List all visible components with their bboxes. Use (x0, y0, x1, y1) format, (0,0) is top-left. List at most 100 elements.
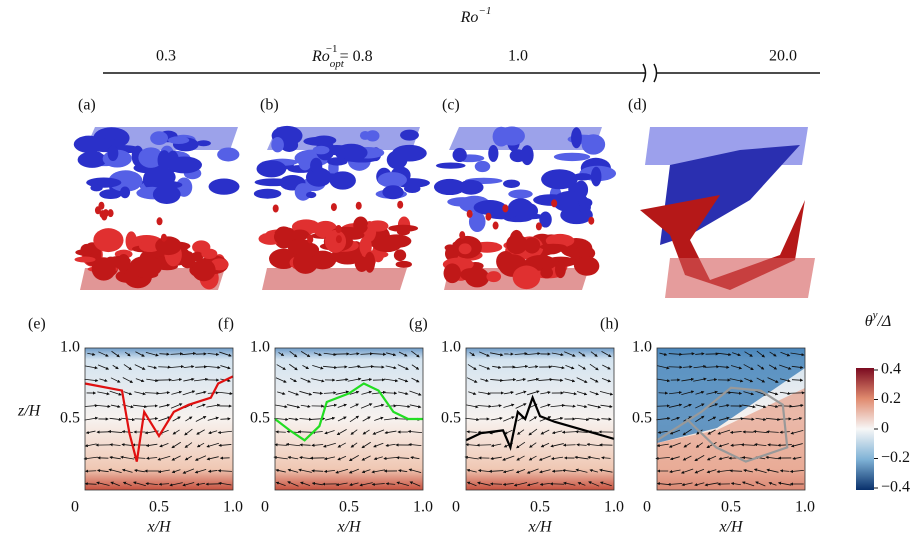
velocity-arrow (145, 391, 160, 395)
velocity-arrow (791, 365, 804, 369)
velocity-arrow (695, 403, 705, 409)
velocity-arrow (502, 482, 514, 486)
velocity-arrow (371, 482, 385, 486)
velocity-arrow (287, 481, 299, 487)
blue-blob (217, 147, 240, 162)
velocity-arrow (589, 469, 598, 473)
velocity-arrow (730, 443, 742, 447)
panels: 0.4 0.2 0 −0.2 −0.4 (a) (b) (c) (d) (e) 1.0 0.5 0 0.5… (28, 97, 910, 536)
velocity-arrow (659, 352, 668, 356)
blue-blob (520, 145, 534, 166)
velocity-arrow (350, 442, 358, 448)
panel-label: (e) (28, 316, 46, 333)
velocity-arrow (707, 378, 718, 382)
red-blob (395, 260, 412, 268)
colorbar-tick-label: 0 (881, 420, 889, 437)
velocity-arrow (564, 351, 576, 357)
velocity-arrow (551, 352, 564, 357)
velocity-arrow (134, 364, 146, 370)
velocity-arrow (275, 481, 286, 487)
x-tick-label: 1.0 (223, 499, 243, 516)
velocity-arrow (409, 390, 422, 396)
velocity-arrow (656, 416, 671, 421)
tick-label: 0.3 (156, 48, 176, 65)
velocity-arrow (756, 377, 766, 383)
velocity-arrow (322, 442, 336, 448)
velocity-arrow (385, 365, 397, 370)
velocity-arrow (337, 416, 347, 422)
velocity-arrow (694, 468, 705, 474)
velocity-arrow (655, 456, 670, 460)
velocity-arrow (299, 456, 311, 460)
velocity-arrow (348, 468, 359, 474)
blue-blob (303, 136, 333, 146)
velocity-arrow (278, 352, 285, 357)
velocity-arrow (297, 430, 313, 434)
velocity-arrow (668, 403, 683, 408)
x-tick-label: 0 (643, 499, 651, 516)
velocity-arrow (383, 416, 399, 421)
velocity-arrow (575, 468, 588, 473)
velocity-arrow (371, 390, 387, 395)
velocity-arrow (410, 456, 420, 460)
velocity-arrow (477, 404, 492, 408)
velocity-arrow (766, 468, 779, 473)
velocity-arrow (706, 469, 717, 474)
blue-blob (468, 211, 486, 232)
blue-blob (433, 178, 466, 196)
velocity-arrow (385, 482, 396, 486)
x-tick-label: 1.0 (795, 499, 815, 516)
velocity-arrow (299, 417, 313, 421)
y-tick-label: 1.0 (441, 339, 461, 356)
velocity-arrow (669, 469, 681, 474)
velocity-arrow (502, 455, 515, 461)
velocity-arrow (790, 429, 804, 435)
velocity-arrow (561, 430, 577, 434)
velocity-arrow (540, 403, 551, 408)
velocity-arrow (681, 377, 695, 382)
velocity-arrow (695, 442, 704, 448)
velocity-arrow (564, 378, 576, 383)
velocity-arrow (274, 443, 287, 447)
velocity-arrow (217, 469, 232, 473)
velocity-arrow (601, 417, 612, 421)
blue-blob (143, 166, 176, 188)
velocity-arrow (528, 455, 537, 461)
blue-blob (465, 185, 479, 193)
velocity-arrow (469, 352, 475, 357)
blue-blob (310, 157, 323, 174)
velocity-arrow (396, 404, 411, 409)
velocity-arrow (324, 430, 335, 435)
velocity-arrow (490, 416, 503, 421)
velocity-arrow (172, 416, 181, 422)
velocity-arrow (682, 455, 692, 461)
x-tick-label: 1.0 (604, 499, 624, 516)
velocity-arrow (373, 456, 383, 461)
red-blob (540, 266, 554, 279)
velocity-arrow (790, 443, 803, 448)
y-tick-label: 1.0 (250, 339, 270, 356)
velocity-arrow (274, 417, 289, 422)
heatmap-patch (657, 348, 805, 443)
velocity-arrow (384, 378, 399, 383)
velocity-arrow (526, 482, 539, 487)
red-blob (512, 265, 541, 290)
blue-blob (503, 179, 521, 188)
velocity-arrow (219, 351, 232, 357)
blue-blob (305, 191, 317, 199)
red-blob (359, 236, 372, 257)
velocity-arrow (109, 390, 122, 396)
velocity-arrow (539, 469, 551, 474)
velocity-arrow (732, 352, 741, 357)
velocity-arrow (218, 443, 232, 447)
velocity-arrow (84, 404, 98, 408)
velocity-arrow (184, 428, 193, 436)
velocity-arrow (599, 481, 612, 487)
red-blob (335, 235, 342, 244)
blue-blob (473, 199, 507, 215)
y-tick-label: 1.0 (632, 339, 652, 356)
velocity-arrow (743, 364, 754, 370)
velocity-arrow (657, 430, 668, 434)
red-blob (74, 256, 96, 263)
velocity-arrow (409, 404, 422, 409)
